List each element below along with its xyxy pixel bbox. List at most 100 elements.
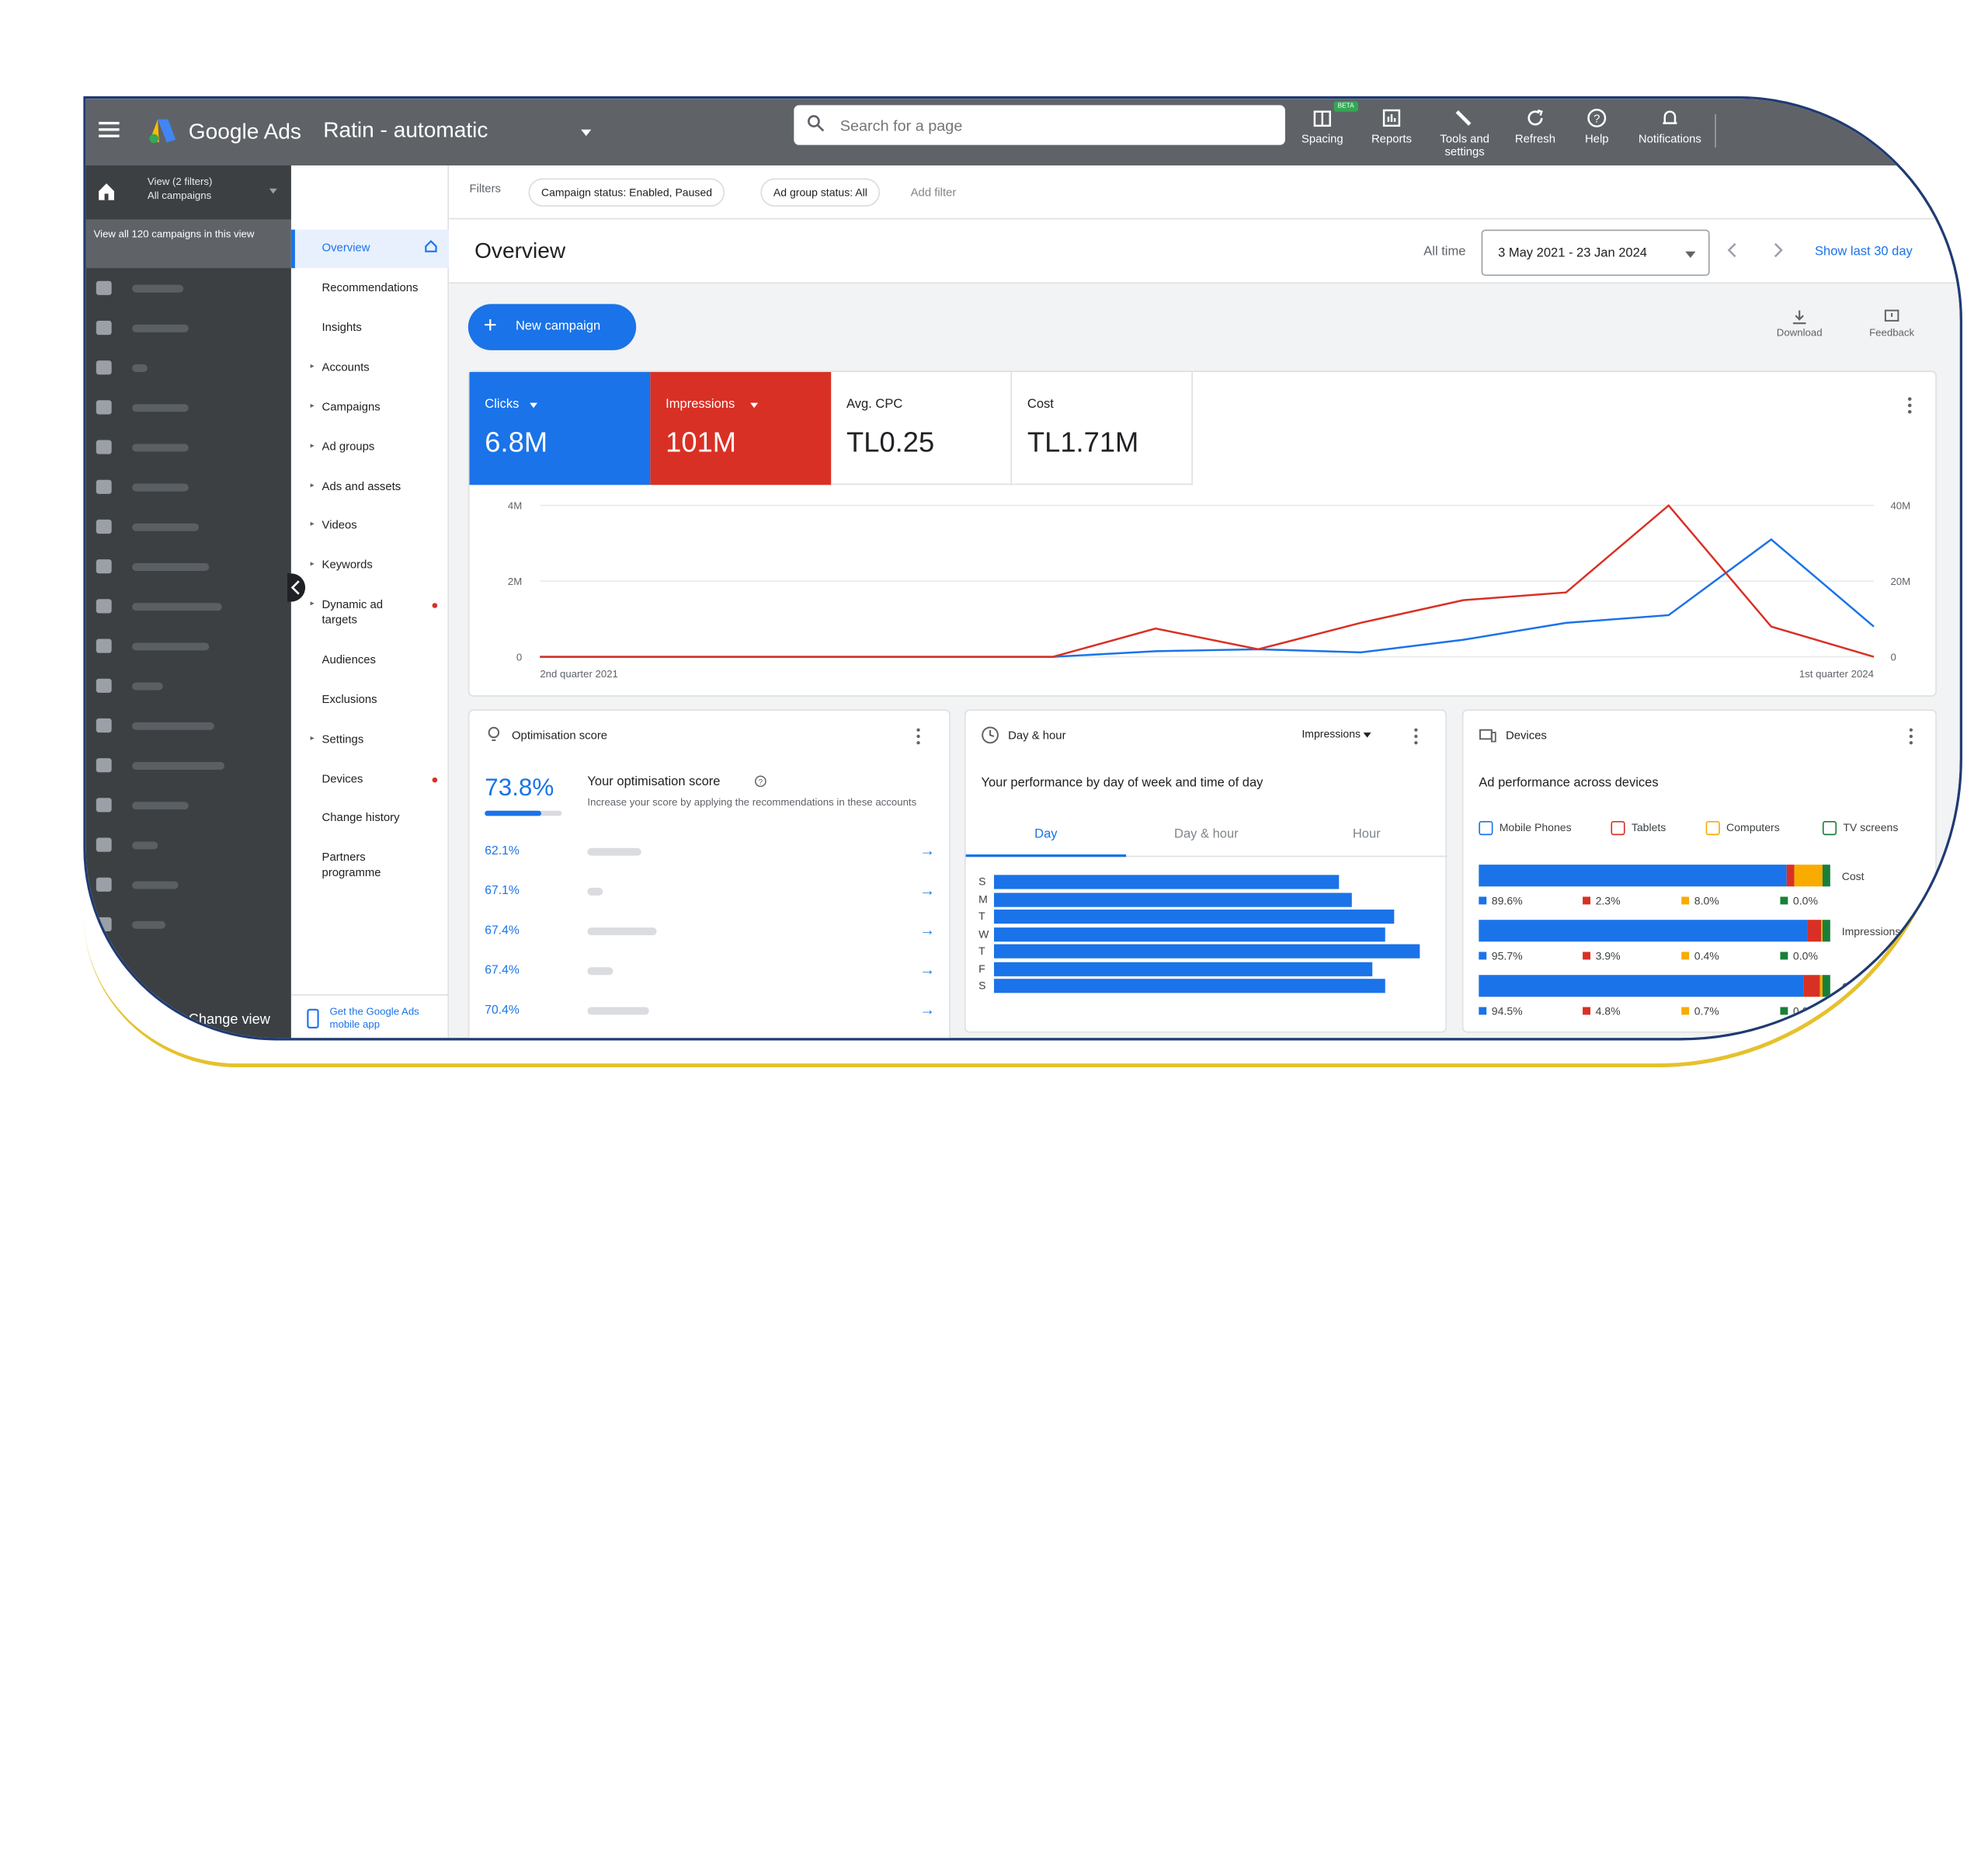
nav-item[interactable]: Devices: [321, 772, 363, 785]
new-campaign-button[interactable]: + New campaign: [467, 304, 637, 350]
expand-caret-icon[interactable]: ▸: [310, 735, 315, 743]
help-icon[interactable]: ?: [754, 775, 767, 788]
notifications-button[interactable]: Notifications: [1630, 106, 1709, 145]
expand-caret-icon[interactable]: ▸: [310, 600, 315, 608]
device-metric-label[interactable]: Cost: [1841, 869, 1865, 883]
metric-impressions[interactable]: Impressions 101M: [650, 371, 832, 485]
campaign-list-item[interactable]: [96, 835, 289, 855]
campaign-list-item[interactable]: [96, 716, 289, 736]
add-filter-input[interactable]: Add filter: [910, 186, 957, 199]
arrow-right-icon[interactable]: →: [919, 841, 936, 860]
campaign-list-item[interactable]: [96, 915, 289, 935]
next-period-icon[interactable]: [1770, 242, 1785, 259]
spacing-button[interactable]: Spacing: [1297, 106, 1348, 145]
day-bar[interactable]: [993, 979, 1386, 993]
nav-item[interactable]: Keywords: [321, 558, 373, 571]
day-bar[interactable]: [993, 961, 1373, 976]
expand-caret-icon[interactable]: ▸: [310, 363, 315, 371]
more-vert-icon[interactable]: [1907, 727, 1915, 745]
nav-item[interactable]: Accounts: [321, 360, 370, 374]
nav-item[interactable]: Audiences: [321, 652, 376, 666]
campaign-list-item[interactable]: [96, 517, 289, 538]
get-app-link[interactable]: Get the Google Ads mobile app: [290, 993, 450, 1038]
show-last-30-days-link[interactable]: Show last 30 day: [1815, 245, 1913, 259]
campaign-list-item[interactable]: [96, 756, 289, 776]
campaign-list-item[interactable]: [96, 318, 289, 339]
device-share-segment[interactable]: [1479, 920, 1808, 942]
device-share-segment[interactable]: [1795, 865, 1823, 887]
day-bar[interactable]: [993, 875, 1340, 889]
nav-item[interactable]: Insights: [321, 320, 362, 334]
nav-item[interactable]: Ads and assets: [321, 479, 401, 493]
search-input[interactable]: [839, 113, 1263, 139]
nav-item[interactable]: Overview: [321, 241, 370, 255]
nav-item[interactable]: Exclusions: [321, 692, 377, 706]
arrow-right-icon[interactable]: →: [919, 1000, 936, 1019]
device-share-segment[interactable]: [1479, 975, 1804, 997]
expand-caret-icon[interactable]: ▸: [310, 442, 315, 451]
nav-item[interactable]: Partners programme: [321, 851, 381, 879]
metric-clicks[interactable]: Clicks 6.8M: [469, 371, 651, 485]
day-bar[interactable]: [993, 944, 1420, 959]
device-share-segment[interactable]: [1803, 975, 1820, 997]
expand-caret-icon[interactable]: ▸: [310, 520, 315, 529]
expand-caret-icon[interactable]: ▸: [310, 482, 315, 490]
tab-day-hour[interactable]: Day & hour: [1174, 827, 1239, 842]
metric-avg-cpc[interactable]: Avg. CPC TL0.25: [831, 371, 1013, 485]
nav-item[interactable]: Recommendations: [321, 280, 419, 294]
collapse-sidebar-button[interactable]: [287, 573, 306, 602]
device-share-segment[interactable]: [1786, 865, 1795, 887]
campaign-list-item[interactable]: [96, 636, 289, 656]
more-vert-icon[interactable]: [1906, 395, 1913, 416]
campaign-list-item[interactable]: [96, 557, 289, 577]
nav-item[interactable]: Change history: [321, 810, 400, 824]
account-name[interactable]: Ratin - automatic: [323, 117, 488, 143]
arrow-right-icon[interactable]: →: [919, 920, 936, 939]
menu-icon[interactable]: [99, 121, 120, 137]
search-box[interactable]: [794, 105, 1285, 145]
tab-day[interactable]: Day: [965, 811, 1127, 858]
arrow-right-icon[interactable]: →: [919, 961, 936, 979]
device-share-segment[interactable]: [1822, 865, 1830, 887]
more-vert-icon[interactable]: [1412, 727, 1420, 745]
nav-item[interactable]: Videos: [321, 518, 357, 531]
campaign-list-item[interactable]: [96, 795, 289, 816]
view-dropdown-icon[interactable]: [269, 188, 277, 194]
expand-caret-icon[interactable]: ▸: [310, 402, 315, 411]
account-dropdown-icon[interactable]: [581, 129, 592, 137]
day-bar[interactable]: [993, 927, 1386, 941]
tools-settings-button[interactable]: Tools and settings: [1433, 106, 1497, 158]
campaign-list-item[interactable]: [96, 597, 289, 617]
more-vert-icon[interactable]: [915, 727, 923, 745]
campaign-list-item[interactable]: [96, 278, 289, 298]
filter-chip-ad-group-status[interactable]: Ad group status: All: [760, 178, 881, 207]
campaign-list-item[interactable]: [96, 477, 289, 497]
metric-dropdown-icon[interactable]: [750, 402, 759, 409]
reports-button[interactable]: Reports: [1366, 106, 1417, 145]
campaign-list-item[interactable]: [96, 875, 289, 895]
device-share-segment[interactable]: [1822, 920, 1830, 942]
nav-item[interactable]: Dynamic ad targets: [321, 597, 384, 626]
feedback-button[interactable]: Feedback: [1860, 309, 1924, 339]
campaign-list-item[interactable]: [96, 358, 289, 378]
device-share-segment[interactable]: [1819, 975, 1823, 997]
filter-chip-campaign-status[interactable]: Campaign status: Enabled, Paused: [528, 178, 725, 207]
device-share-segment[interactable]: [1807, 920, 1822, 942]
day-bar[interactable]: [993, 892, 1352, 906]
prev-period-icon[interactable]: [1725, 242, 1740, 259]
campaign-list-item[interactable]: [96, 676, 289, 696]
nav-item[interactable]: Settings: [321, 732, 364, 746]
campaign-list-item[interactable]: [96, 398, 289, 418]
help-button[interactable]: ? Help: [1574, 106, 1620, 145]
metric-cost[interactable]: Cost TL1.71M: [1012, 371, 1193, 485]
day-bar[interactable]: [993, 909, 1395, 924]
device-share-segment[interactable]: [1822, 975, 1830, 997]
nav-item[interactable]: Campaigns: [321, 400, 381, 413]
metric-select[interactable]: Impressions: [1302, 727, 1371, 740]
tab-hour[interactable]: Hour: [1352, 827, 1381, 842]
nav-item[interactable]: Ad groups: [321, 440, 375, 454]
change-view-button[interactable]: Change view: [188, 1012, 270, 1028]
device-share-segment[interactable]: [1479, 865, 1787, 887]
download-button[interactable]: Download: [1767, 309, 1832, 339]
campaign-list-item[interactable]: [96, 437, 289, 458]
